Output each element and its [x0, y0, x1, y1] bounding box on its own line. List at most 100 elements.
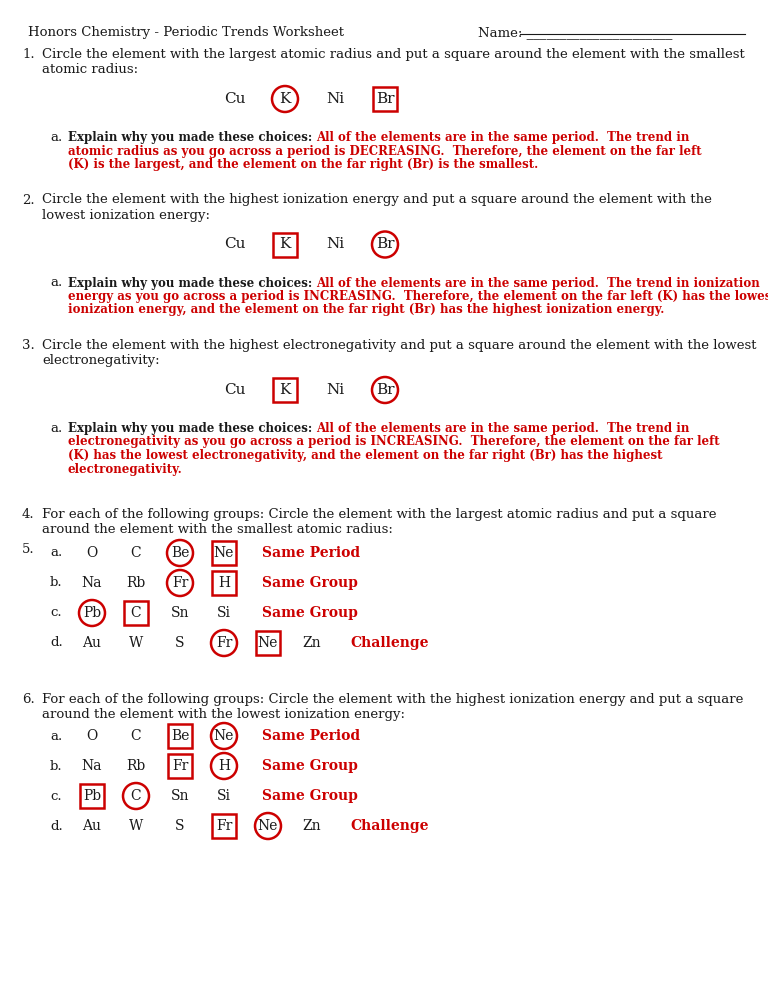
Text: ionization energy, and the element on the far right (Br) has the highest ionizat: ionization energy, and the element on th… — [68, 303, 664, 316]
Text: lowest ionization energy:: lowest ionization energy: — [42, 209, 210, 222]
Text: 6.: 6. — [22, 693, 35, 706]
Text: Same Group: Same Group — [262, 759, 358, 773]
Text: Zn: Zn — [303, 819, 321, 833]
Text: 3.: 3. — [22, 339, 35, 352]
Text: Same Period: Same Period — [262, 729, 360, 743]
Text: Circle the element with the highest electronegativity and put a square around th: Circle the element with the highest elec… — [42, 339, 756, 352]
FancyBboxPatch shape — [168, 754, 192, 778]
Text: H: H — [218, 576, 230, 590]
Text: Be: Be — [170, 729, 189, 743]
Text: Pb: Pb — [83, 789, 101, 803]
Text: Na: Na — [81, 576, 102, 590]
FancyBboxPatch shape — [124, 601, 148, 625]
Text: c.: c. — [50, 789, 61, 802]
Text: Challenge: Challenge — [350, 819, 429, 833]
Text: Circle the element with the highest ionization energy and put a square around th: Circle the element with the highest ioni… — [42, 194, 712, 207]
Text: Explain why you made these choices:: Explain why you made these choices: — [68, 422, 316, 435]
Text: W: W — [129, 819, 143, 833]
Text: a.: a. — [50, 547, 62, 560]
Text: Circle the element with the largest atomic radius and put a square around the el: Circle the element with the largest atom… — [42, 48, 745, 61]
Text: atomic radius as you go across a period is DECREASING.  Therefore, the element o: atomic radius as you go across a period … — [68, 144, 702, 157]
Text: For each of the following groups: Circle the element with the largest atomic rad: For each of the following groups: Circle… — [42, 508, 717, 521]
Text: Same Group: Same Group — [262, 576, 358, 590]
Text: a.: a. — [50, 730, 62, 743]
Text: Cu: Cu — [224, 383, 246, 397]
Text: 2.: 2. — [22, 194, 35, 207]
Text: Cu: Cu — [224, 238, 246, 251]
Text: Fr: Fr — [216, 636, 232, 650]
Text: a.: a. — [50, 422, 62, 435]
Text: H: H — [218, 759, 230, 773]
Text: 5.: 5. — [22, 543, 35, 556]
Text: Zn: Zn — [303, 636, 321, 650]
Text: Cu: Cu — [224, 92, 246, 106]
Text: Same Group: Same Group — [262, 789, 358, 803]
Text: c.: c. — [50, 606, 61, 619]
Text: Si: Si — [217, 606, 231, 620]
Text: Pb: Pb — [83, 606, 101, 620]
Text: All of the elements are in the same period.  The trend in: All of the elements are in the same peri… — [316, 131, 690, 144]
Text: C: C — [131, 729, 141, 743]
Text: Ne: Ne — [258, 636, 278, 650]
FancyBboxPatch shape — [373, 87, 397, 111]
Text: Sn: Sn — [170, 606, 189, 620]
Text: b.: b. — [50, 759, 63, 772]
FancyBboxPatch shape — [212, 541, 236, 565]
Text: Sn: Sn — [170, 789, 189, 803]
FancyBboxPatch shape — [168, 724, 192, 748]
Text: Same Group: Same Group — [262, 606, 358, 620]
Text: Honors Chemistry - Periodic Trends Worksheet: Honors Chemistry - Periodic Trends Works… — [28, 26, 344, 39]
Text: Fr: Fr — [172, 759, 188, 773]
Text: Fr: Fr — [216, 819, 232, 833]
Text: Si: Si — [217, 789, 231, 803]
Text: d.: d. — [50, 636, 63, 649]
Text: Same Period: Same Period — [262, 546, 360, 560]
Text: Au: Au — [82, 636, 101, 650]
Text: All of the elements are in the same period.  The trend in: All of the elements are in the same peri… — [316, 422, 690, 435]
Text: Explain why you made these choices:: Explain why you made these choices: — [68, 131, 316, 144]
Text: C: C — [131, 606, 141, 620]
Text: K: K — [280, 383, 290, 397]
Text: electronegativity.: electronegativity. — [68, 462, 183, 475]
Text: Au: Au — [82, 819, 101, 833]
Text: electronegativity as you go across a period is INCREASING.  Therefore, the eleme: electronegativity as you go across a per… — [68, 435, 720, 448]
Text: S: S — [175, 636, 185, 650]
Text: a.: a. — [50, 276, 62, 289]
Text: a.: a. — [50, 131, 62, 144]
Text: Challenge: Challenge — [350, 636, 429, 650]
Text: (K) has the lowest electronegativity, and the element on the far right (Br) has : (K) has the lowest electronegativity, an… — [68, 449, 663, 462]
Text: Ni: Ni — [326, 383, 344, 397]
Text: Ni: Ni — [326, 92, 344, 106]
Text: around the element with the smallest atomic radius:: around the element with the smallest ato… — [42, 523, 393, 536]
Text: Fr: Fr — [172, 576, 188, 590]
FancyBboxPatch shape — [273, 378, 297, 402]
FancyBboxPatch shape — [212, 571, 236, 595]
Text: 4.: 4. — [22, 508, 35, 521]
Text: Ne: Ne — [214, 546, 234, 560]
Text: Br: Br — [376, 383, 394, 397]
Text: Rb: Rb — [127, 576, 146, 590]
Text: O: O — [86, 729, 98, 743]
Text: Name: ______________________: Name: ______________________ — [478, 26, 672, 39]
Text: atomic radius:: atomic radius: — [42, 63, 138, 76]
FancyBboxPatch shape — [80, 784, 104, 808]
Text: For each of the following groups: Circle the element with the highest ionization: For each of the following groups: Circle… — [42, 693, 743, 706]
Text: K: K — [280, 238, 290, 251]
Text: Explain why you made these choices:: Explain why you made these choices: — [68, 276, 316, 289]
Text: Br: Br — [376, 92, 394, 106]
FancyBboxPatch shape — [212, 814, 236, 838]
Text: Br: Br — [376, 238, 394, 251]
FancyBboxPatch shape — [273, 233, 297, 256]
Text: C: C — [131, 789, 141, 803]
Text: around the element with the lowest ionization energy:: around the element with the lowest ioniz… — [42, 708, 405, 721]
Text: All of the elements are in the same period.  The trend in ionization: All of the elements are in the same peri… — [316, 276, 760, 289]
Text: O: O — [86, 546, 98, 560]
Text: (K) is the largest, and the element on the far right (Br) is the smallest.: (K) is the largest, and the element on t… — [68, 158, 538, 171]
Text: K: K — [280, 92, 290, 106]
Text: b.: b. — [50, 577, 63, 589]
Text: d.: d. — [50, 819, 63, 833]
FancyBboxPatch shape — [256, 631, 280, 655]
Text: 1.: 1. — [22, 48, 35, 61]
Text: Rb: Rb — [127, 759, 146, 773]
Text: energy as you go across a period is INCREASING.  Therefore, the element on the f: energy as you go across a period is INCR… — [68, 290, 768, 303]
